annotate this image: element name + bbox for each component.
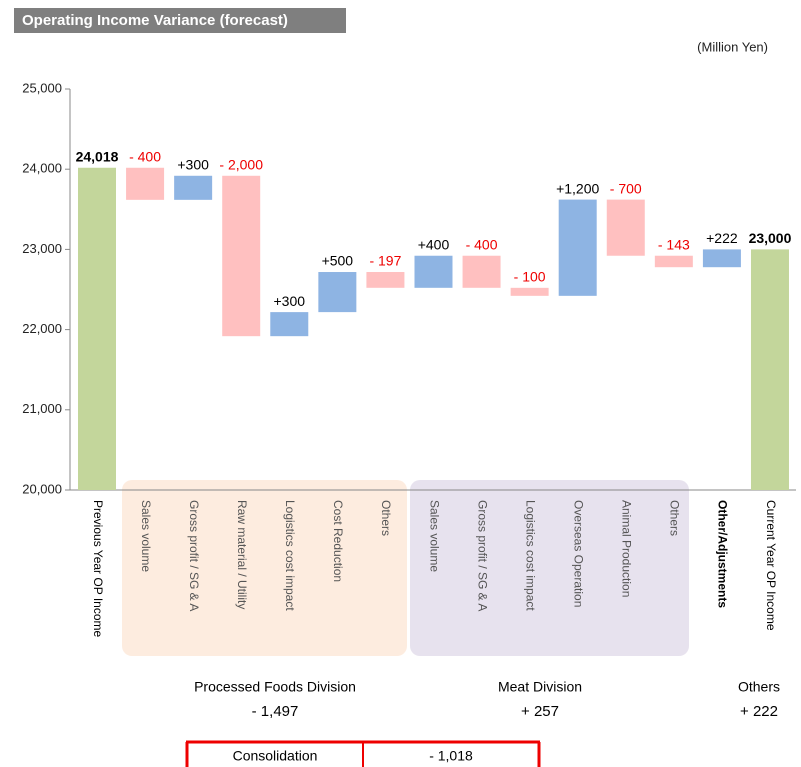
value-label: - 400 [129,148,161,164]
value-label: +300 [177,156,209,172]
value-label: +400 [418,236,450,252]
value-label: - 400 [466,236,498,252]
x-tick-label: Logistics cost impact [283,500,297,611]
bar [270,312,309,337]
y-tick-label: 25,000 [22,80,62,95]
bar [702,249,741,268]
x-tick-label: Gross profit / SG & A [187,500,201,611]
x-tick-label: Sales volume [139,500,153,572]
x-tick-label: Cost Reduction [331,500,345,582]
group-total: + 257 [521,703,559,720]
bar [78,167,116,490]
bar [318,272,357,313]
bar [654,255,693,268]
value-label: - 100 [514,269,546,285]
x-tick-label: Logistics cost impact [523,500,537,611]
group-name: Processed Foods Division [194,679,356,695]
x-tick-label: Previous Year OP Income [91,500,105,638]
x-tick-label: Raw material / Utility [235,500,249,609]
group-box [122,480,407,656]
bar [414,255,453,288]
x-tick-label: Sales volume [427,500,441,572]
group-name: Others [738,679,780,695]
bar [222,175,261,337]
bar [558,199,597,296]
y-tick-label: 22,000 [22,321,62,336]
chart-title: Operating Income Variance (forecast) [22,12,288,29]
y-tick-label: 23,000 [22,241,62,256]
value-label: +300 [274,293,306,309]
value-label: +222 [706,230,738,246]
x-tick-label: Others [668,500,682,536]
value-label: - 197 [369,253,401,269]
bar [126,167,165,200]
group-total: - 1,497 [252,703,299,720]
group-total: + 222 [740,703,778,720]
x-tick-label: Overseas Operation [572,500,586,607]
value-label: - 143 [658,236,690,252]
y-tick-label: 21,000 [22,401,62,416]
value-label: 23,000 [749,230,792,246]
bar [606,199,645,256]
bar [366,272,405,288]
x-tick-label: Animal Production [620,500,634,597]
value-label: +500 [322,253,354,269]
consolidation-total: - 1,018 [429,748,473,764]
x-tick-label: Others [379,500,393,536]
consolidation-box [185,740,541,767]
bar [750,249,789,490]
x-tick-label: Current Year OP Income [764,500,778,631]
group-name: Meat Division [498,679,582,695]
value-label: +1,200 [556,180,599,196]
bar [462,255,501,288]
group-box [410,480,689,656]
x-tick-label: Other/Adjustments [716,500,730,608]
consolidation-label: Consolidation [233,748,318,764]
x-tick-label: Gross profit / SG & A [475,500,489,611]
y-tick-label: 20,000 [22,481,62,496]
bar [174,175,213,200]
bar [510,287,549,296]
title-background [14,8,346,33]
value-label: - 2,000 [219,156,263,172]
unit-label: (Million Yen) [697,39,768,54]
value-label: 24,018 [76,148,119,164]
value-label: - 700 [610,180,642,196]
y-tick-label: 24,000 [22,161,62,176]
